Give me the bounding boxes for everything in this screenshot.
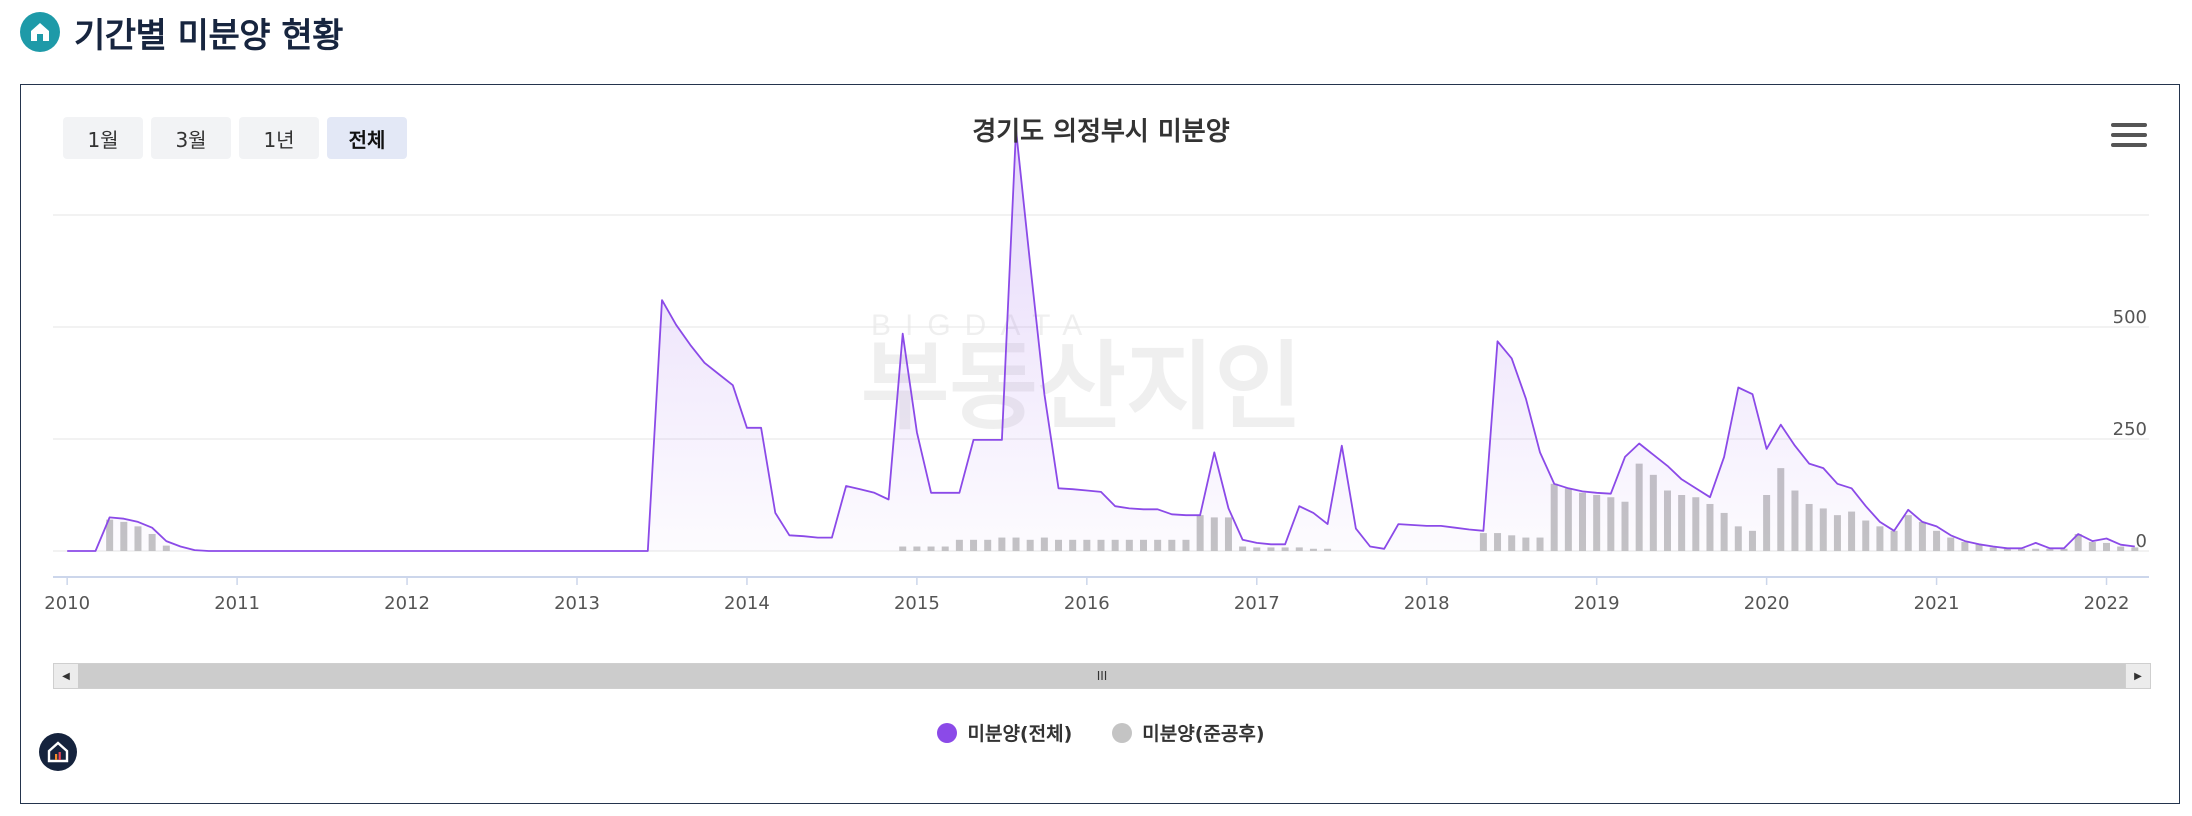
legend-label-total: 미분양(전체) xyxy=(967,723,1073,745)
page-title: 기간별 미분양 현황 xyxy=(74,15,343,56)
x-tick-label: 2019 xyxy=(1574,593,1620,614)
scroll-left-icon[interactable]: ◀ xyxy=(54,664,79,688)
x-tick-label: 2020 xyxy=(1744,593,1790,614)
page-header: 기간별 미분양 현황 xyxy=(20,6,343,58)
x-tick-label: 2021 xyxy=(1914,593,1960,614)
x-tick-label: 2015 xyxy=(894,593,940,614)
range-button-3m[interactable]: 3월 xyxy=(151,117,231,159)
scroll-thumb[interactable]: III xyxy=(78,664,2126,688)
legend-label-completed: 미분양(준공후) xyxy=(1142,723,1265,745)
x-tick-label: 2017 xyxy=(1234,593,1280,614)
chart-menu-icon[interactable] xyxy=(2111,123,2147,153)
chart-scrollbar[interactable]: ◀ III ▶ xyxy=(53,663,2151,689)
home-logo-icon xyxy=(20,12,60,52)
area-total xyxy=(67,129,2135,551)
range-button-all[interactable]: 전체 xyxy=(327,117,407,159)
chart-panel: BIGDATA 부동산지인 0 250 500 2010 2011 2012 2013 201… xyxy=(20,84,2180,804)
x-tick-label: 2014 xyxy=(724,593,770,614)
chart-legend: 미분양(전체) 미분양(준공후) xyxy=(21,719,2181,746)
legend-item-completed[interactable]: 미분양(준공후) xyxy=(1112,719,1265,746)
x-tick-label: 2022 xyxy=(2084,593,2130,614)
chart-title: 경기도 의정부시 미분양 xyxy=(972,117,1230,147)
range-button-1y[interactable]: 1년 xyxy=(239,117,319,159)
legend-dot-total xyxy=(937,722,958,743)
scroll-right-icon[interactable]: ▶ xyxy=(2125,664,2150,688)
chart-plot: 0 250 500 2010 2011 2012 2013 2014 2015 2016 2017 2… xyxy=(44,129,2149,614)
y-tick-label: 250 xyxy=(2113,419,2147,440)
legend-item-total[interactable]: 미분양(전체) xyxy=(937,719,1072,746)
bar-completed xyxy=(2131,547,2139,551)
y-tick-label: 500 xyxy=(2113,307,2147,328)
range-button-1m[interactable]: 1월 xyxy=(63,117,143,159)
site-logo-icon xyxy=(39,733,77,771)
y-tick-label: 0 xyxy=(2136,531,2147,552)
x-tick-label: 2011 xyxy=(214,593,260,614)
line-total xyxy=(67,129,2135,552)
legend-dot-completed xyxy=(1112,722,1133,743)
x-tick-label: 2010 xyxy=(44,593,90,614)
x-tick-label: 2012 xyxy=(384,593,430,614)
x-tick-label: 2018 xyxy=(1404,593,1450,614)
x-tick-label: 2016 xyxy=(1064,593,1110,614)
x-tick-label: 2013 xyxy=(554,593,600,614)
